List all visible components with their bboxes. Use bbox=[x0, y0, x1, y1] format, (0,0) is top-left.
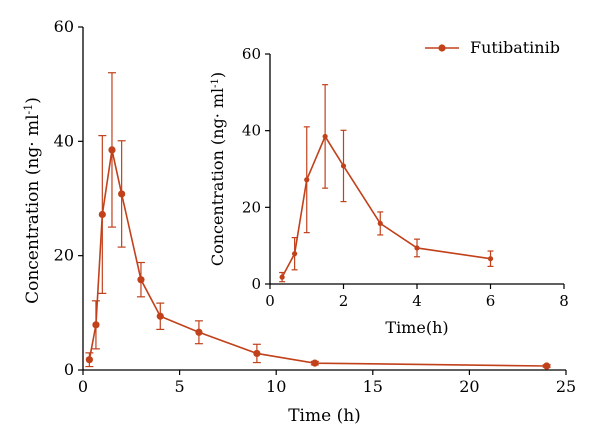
main-x-tick-label: 15 bbox=[363, 377, 383, 396]
main-y-axis-title: Concentration (ng· ml-1) bbox=[22, 97, 44, 304]
inset-series bbox=[279, 84, 494, 283]
inset-x-tick-label: 2 bbox=[339, 292, 349, 310]
inset-data-point bbox=[292, 251, 298, 257]
inset-data-point bbox=[377, 220, 383, 227]
main-data-point bbox=[108, 146, 116, 154]
inset-y-tick-label: 20 bbox=[242, 198, 261, 216]
main-y-tick-label: 40 bbox=[54, 131, 74, 150]
inset-y-tick-label: 60 bbox=[242, 45, 261, 63]
main-series bbox=[85, 72, 551, 370]
main-y-axis-title-text: Concentration (ng· ml bbox=[23, 114, 43, 304]
main-y-tick-label: 60 bbox=[54, 17, 74, 36]
legend-marker bbox=[438, 44, 446, 52]
inset-x-tick-label: 4 bbox=[412, 292, 422, 310]
inset-chart: 0 2 4 6 8 0 20 40 60 Time(h) Concentration (ng· … bbox=[208, 45, 569, 337]
inset-data-point bbox=[279, 274, 285, 280]
main-data-point bbox=[85, 356, 93, 364]
inset-axes: 0 2 4 6 8 0 20 40 60 bbox=[242, 45, 569, 310]
inset-data-point bbox=[304, 177, 310, 183]
main-x-tick-label: 10 bbox=[266, 377, 286, 396]
main-y-axis-title-close: ) bbox=[23, 97, 43, 104]
inset-x-tick-label: 0 bbox=[265, 292, 275, 310]
inset-data-point bbox=[340, 163, 347, 169]
main-data-point bbox=[195, 328, 203, 336]
main-data-point bbox=[118, 190, 126, 198]
inset-y-tick-label: 40 bbox=[242, 122, 261, 140]
main-x-axis-title: Time (h) bbox=[288, 406, 361, 426]
main-data-point bbox=[253, 349, 261, 358]
inset-x-tick-label: 8 bbox=[559, 292, 569, 310]
inset-data-point bbox=[322, 133, 328, 140]
main-data-point bbox=[137, 276, 145, 284]
main-data-point bbox=[98, 210, 106, 219]
legend: Futibatinib bbox=[425, 38, 560, 57]
inset-series-line bbox=[281, 134, 491, 278]
inset-data-point bbox=[487, 256, 494, 262]
main-y-tick-label: 0 bbox=[64, 360, 74, 379]
main-data-point bbox=[311, 359, 319, 367]
main-x-tick-label: 20 bbox=[459, 377, 479, 396]
inset-x-tick-label: 6 bbox=[486, 292, 496, 310]
main-data-point bbox=[156, 312, 164, 320]
inset-y-axis-title-superscript: -1 bbox=[210, 78, 221, 88]
main-series-line bbox=[88, 149, 547, 367]
inset-y-tick-label: 0 bbox=[251, 275, 261, 293]
inset-y-axis-title: Concentration (ng· ml-1) bbox=[208, 72, 227, 266]
main-data-point bbox=[92, 321, 100, 329]
legend-label-futibatinib: Futibatinib bbox=[470, 38, 560, 57]
main-data-point bbox=[543, 362, 551, 370]
inset-data-point bbox=[414, 245, 420, 251]
main-x-tick-label: 25 bbox=[556, 377, 576, 396]
inset-y-axis-title-text: Concentration (ng· ml bbox=[208, 88, 227, 266]
main-x-tick-label: 5 bbox=[175, 377, 185, 396]
inset-x-axis-title: Time(h) bbox=[385, 318, 448, 337]
inset-y-axis-title-close: ) bbox=[208, 72, 227, 78]
main-x-tick-label: 0 bbox=[78, 377, 88, 396]
main-y-axis-title-superscript: -1 bbox=[22, 104, 35, 115]
main-y-tick-label: 20 bbox=[54, 246, 74, 265]
